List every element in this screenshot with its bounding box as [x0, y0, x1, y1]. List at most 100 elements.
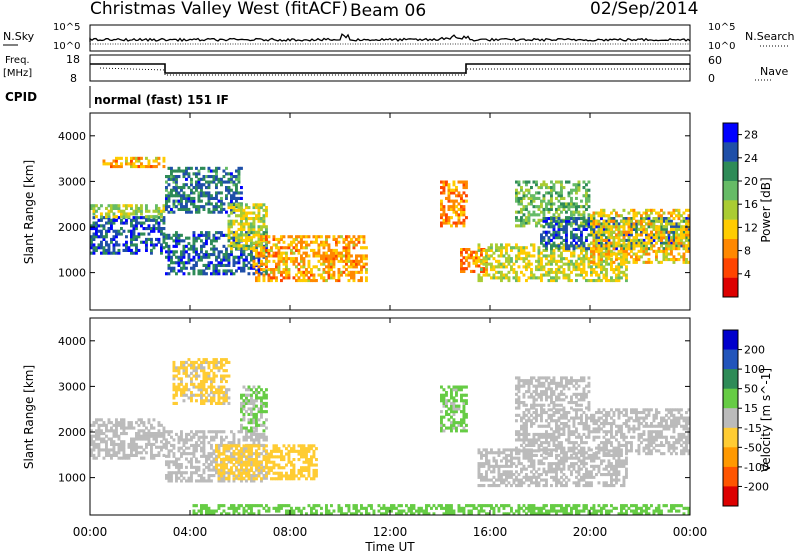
power-echo-cell: [545, 262, 548, 266]
power-echo-cell: [552, 183, 556, 187]
power-echo-cell: [632, 258, 636, 262]
power-echo-cell: [100, 218, 103, 222]
velocity-echo-cell: [477, 451, 481, 455]
power-echo-cell: [547, 241, 551, 245]
power-echo-cell: [97, 235, 101, 239]
power-echo-cell: [177, 263, 181, 267]
velocity-echo-cell: [120, 418, 123, 422]
velocity-echo-cell: [147, 418, 151, 422]
velocity-echo-cell: [297, 449, 301, 453]
power-echo-cell: [462, 186, 466, 190]
power-echo-cell: [125, 159, 128, 163]
power-echo-cell: [572, 205, 576, 209]
velocity-echo-cell: [307, 447, 311, 451]
power-echo-cell: [322, 262, 326, 266]
power-echo-cell: [625, 255, 628, 259]
power-echo-cell: [607, 257, 611, 261]
velocity-echo-cell: [520, 462, 523, 466]
power-echo-cell: [237, 203, 241, 207]
power-echo-cell: [460, 205, 463, 209]
velocity-echo-cell: [252, 444, 256, 448]
power-echo-cell: [640, 219, 643, 223]
velocity-echo-cell: [287, 458, 291, 462]
power-echo-cell: [655, 227, 658, 231]
power-echo-cell: [207, 191, 211, 195]
velocity-echo-cell: [155, 445, 158, 449]
velocity-echo-cell: [130, 426, 133, 430]
velocity-echo-cell: [507, 475, 511, 479]
velocity-echo-cell: [300, 447, 303, 451]
power-echo-cell: [610, 241, 613, 245]
velocity-echo-cell: [252, 421, 256, 425]
power-echo-cell: [205, 250, 208, 254]
velocity-echo-cell: [137, 434, 141, 438]
velocity-echo-cell: [95, 442, 98, 446]
velocity-echo-cell: [210, 369, 213, 373]
velocity-echo-cell: [487, 484, 491, 488]
power-echo-cell: [452, 221, 456, 225]
power-echo-cell: [440, 216, 443, 220]
velocity-echo-cell: [152, 418, 156, 422]
power-echo-cell: [642, 230, 646, 234]
power-echo-cell: [645, 249, 648, 253]
velocity-echo-cell: [195, 374, 198, 378]
power-echo-cell: [600, 238, 603, 242]
power-echo-cell: [115, 156, 118, 160]
power-echo-cell: [262, 214, 266, 218]
power-echo-cell: [110, 227, 113, 231]
power-echo-cell: [305, 251, 308, 255]
velocity-echo-cell: [200, 393, 203, 397]
velocity-echo-cell: [122, 423, 126, 427]
power-echo-cell: [670, 236, 673, 240]
power-echo-cell: [557, 218, 561, 222]
power-echo-cell: [575, 196, 578, 200]
power-echo-cell: [252, 217, 256, 221]
power-echo-cell: [235, 169, 238, 173]
velocity-echo-cell: [187, 374, 191, 378]
velocity-echo-cell: [147, 437, 151, 441]
power-echo-cell: [302, 273, 306, 277]
power-echo-cell: [197, 236, 201, 240]
power-echo-cell: [617, 225, 621, 229]
velocity-echo-cell: [480, 484, 483, 488]
velocity-echo-cell: [142, 432, 146, 436]
power-echo-cell: [152, 165, 156, 169]
power-echo-cell: [675, 230, 678, 234]
power-echo-cell: [207, 207, 211, 211]
power-echo-cell: [657, 219, 661, 223]
power-echo-cell: [562, 219, 566, 223]
power-echo-cell: [350, 259, 353, 263]
power-echo-cell: [322, 279, 326, 283]
power-echo-cell: [542, 196, 546, 200]
velocity-echo-cell: [290, 463, 293, 467]
power-echo-cell: [600, 255, 603, 259]
power-echo-cell: [310, 248, 313, 252]
power-echo-cell: [687, 214, 691, 218]
power-echo-cell: [105, 212, 108, 216]
power-echo-cell: [612, 236, 616, 240]
power-echo-cell: [572, 248, 576, 252]
velocity-echo-cell: [205, 358, 208, 362]
power-echo-cell: [130, 218, 133, 222]
power-echo-cell: [657, 260, 661, 264]
velocity-echo-cell: [182, 441, 186, 445]
power-echo-cell: [662, 211, 666, 215]
power-echo-cell: [167, 196, 171, 200]
velocity-echo-cell: [172, 385, 176, 389]
power-echo-cell: [237, 227, 241, 231]
power-echo-cell: [247, 238, 251, 242]
velocity-echo-cell: [230, 444, 233, 448]
power-echo-cell: [350, 270, 353, 274]
power-echo-cell: [210, 210, 213, 214]
power-echo-cell: [245, 219, 248, 223]
power-echo-cell: [585, 202, 588, 206]
power-echo-cell: [297, 251, 301, 255]
velocity-echo-cell: [247, 444, 251, 448]
power-echo-cell: [575, 273, 578, 277]
velocity-echo-cell: [202, 479, 206, 483]
velocity-echo-cell: [272, 466, 276, 470]
power-echo-cell: [580, 236, 583, 240]
power-echo-cell: [240, 219, 243, 223]
power-echo-cell: [597, 238, 601, 242]
power-echo-cell: [172, 269, 176, 273]
